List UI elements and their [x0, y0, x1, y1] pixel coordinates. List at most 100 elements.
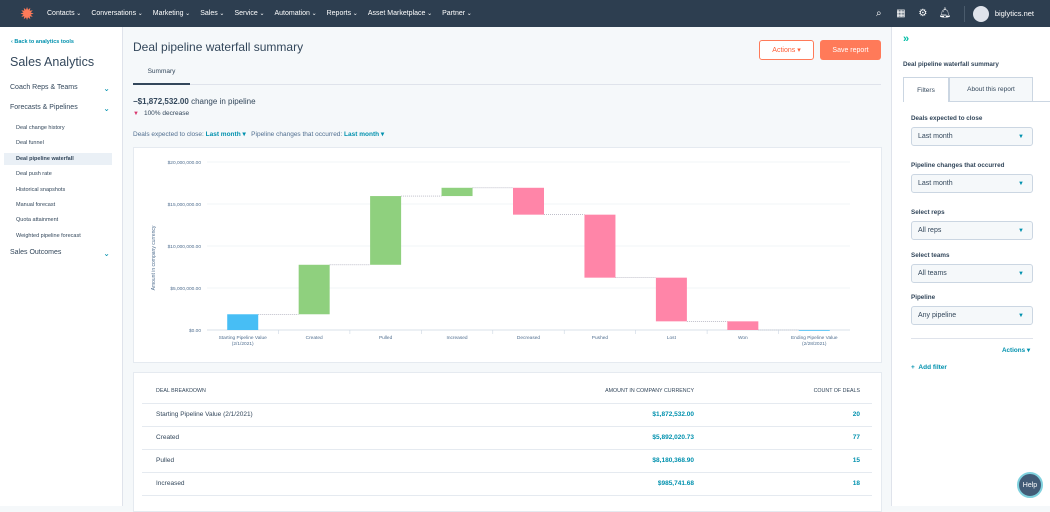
bar-starting-pipeline-value-	[227, 314, 259, 330]
bar-increased	[441, 187, 473, 197]
filter-select[interactable]: Last month ▼	[911, 127, 1033, 146]
filter-label: Pipeline	[911, 294, 936, 301]
sidebar-item[interactable]: Deal change history	[16, 125, 65, 131]
sidebar-item[interactable]: Weighted pipeline forecast	[16, 232, 81, 239]
chevron-down-icon: ⌄	[103, 104, 110, 113]
panel-actions-button[interactable]: Actions ▾	[1002, 347, 1031, 354]
row-count: 18	[852, 480, 860, 487]
sidebar-item[interactable]: Manual forecast	[16, 202, 56, 208]
y-tick-label: $10,000,000.00	[168, 244, 202, 250]
filter-label: Deals expected to close	[911, 115, 983, 122]
sidebar-section-0[interactable]: Coach Reps & Teams ⌄	[10, 84, 110, 93]
row-count: 15	[852, 457, 860, 464]
filter-value: All reps	[918, 227, 942, 234]
row-label: Pulled	[156, 457, 175, 464]
x-tick-label: Pushed	[592, 335, 609, 341]
x-tick-label: Increased	[447, 335, 468, 341]
x-tick-label: Lost	[667, 335, 677, 341]
sidebar-section-label: Coach Reps & Teams	[10, 84, 78, 91]
nav-item-contacts[interactable]: Contacts	[47, 10, 81, 17]
filter-select[interactable]: Last month ▼	[911, 174, 1033, 193]
sidebar-section-label: Sales Outcomes	[10, 249, 62, 256]
nav-item-service[interactable]: Service	[234, 10, 264, 17]
sidebar: ‹ Back to analytics tools Sales Analytic…	[0, 27, 123, 506]
row-amount: $985,741.68	[657, 480, 694, 487]
filter-select[interactable]: All reps ▼	[911, 221, 1033, 240]
account-menu[interactable]: biglytics.net	[994, 9, 1034, 18]
save-report-button[interactable]: Save report	[820, 40, 881, 60]
filter1-label: Deals expected to close:	[133, 131, 204, 138]
sidebar-section-label: Forecasts & Pipelines	[10, 104, 78, 111]
x-tick-label: (2/1/2021)	[232, 341, 254, 347]
sidebar-section-1[interactable]: Forecasts & Pipelines ⌄	[10, 104, 110, 113]
row-label: Starting Pipeline Value (2/1/2021)	[156, 411, 253, 418]
filter-select[interactable]: Any pipeline ▼	[911, 306, 1033, 325]
bell-icon[interactable]: 🔔︎	[938, 8, 952, 19]
sidebar-item[interactable]: Deal pipeline waterfall	[4, 152, 112, 165]
gear-icon[interactable]: ⚙	[918, 8, 928, 19]
nav-item-reports[interactable]: Reports	[327, 10, 358, 17]
filter-summary: Deals expected to close: Last month ▾ Pi…	[133, 130, 384, 138]
avatar[interactable]	[972, 5, 989, 22]
nav-item-sales[interactable]: Sales	[200, 10, 224, 17]
x-tick-label: Won	[738, 335, 748, 341]
filter-select[interactable]: All teams ▼	[911, 264, 1033, 283]
chevron-down-icon: ⌄	[103, 249, 110, 258]
x-tick-label: Ending Pipeline Value	[791, 335, 838, 341]
table-row[interactable]: Pulled $8,180,368.90 15	[142, 450, 872, 473]
top-nav: ✹ Contacts Conversations Marketing Sales Ser…	[0, 0, 1050, 27]
help-button[interactable]: Help	[1017, 472, 1043, 498]
back-link[interactable]: ‹ Back to analytics tools	[11, 39, 74, 45]
nav-item-partner[interactable]: Partner	[442, 10, 472, 17]
decrease-label: 100% decrease	[143, 110, 190, 117]
sidebar-item[interactable]: Deal push rate	[16, 171, 52, 178]
caret-down-icon: ▼	[1018, 181, 1024, 187]
hubspot-logo-icon[interactable]: ✹	[20, 5, 34, 23]
column-header[interactable]: DEAL BREAKDOWN	[156, 388, 206, 394]
tab-about-report[interactable]: About this report	[949, 77, 1033, 102]
bar-decreased	[513, 187, 544, 215]
filter-value: All teams	[918, 270, 947, 277]
nav-item-automation[interactable]: Automation	[274, 10, 316, 17]
marketplace-icon[interactable]: ▦	[896, 8, 906, 19]
column-header[interactable]: COUNT OF DEALS	[813, 388, 860, 394]
x-tick-label: Decreased	[517, 335, 541, 341]
filter-value: Any pipeline	[918, 312, 957, 319]
sidebar-item[interactable]: Deal funnel	[16, 140, 44, 147]
caret-down-icon: ▼	[1018, 313, 1024, 319]
panel-title: Deal pipeline waterfall summary	[903, 61, 999, 68]
column-header[interactable]: AMOUNT IN COMPANY CURRENCY	[605, 388, 694, 394]
sidebar-item[interactable]: Quota attainment	[16, 217, 59, 224]
nav-item-marketing[interactable]: Marketing	[153, 10, 190, 17]
table-row[interactable]: Starting Pipeline Value (2/1/2021) $1,872…	[142, 404, 872, 427]
tab-filters[interactable]: Filters	[903, 77, 949, 102]
table-row[interactable]: Increased $985,741.68 18	[142, 473, 872, 496]
deal-breakdown-table: DEAL BREAKDOWN AMOUNT IN COMPANY CURRENCY…	[133, 372, 882, 512]
tab-summary[interactable]: Summary	[133, 68, 190, 85]
sidebar-section-2[interactable]: Sales Outcomes ⌄	[10, 249, 110, 258]
table-row[interactable]: Created $5,892,020.73 77	[142, 427, 872, 450]
caret-down-icon: ▼	[1018, 271, 1024, 277]
right-panel: » Deal pipeline waterfall summary Filter…	[891, 27, 1050, 506]
divider	[911, 338, 1033, 339]
filter-value: Last month	[918, 180, 953, 187]
row-amount: $8,180,368.90	[652, 457, 694, 464]
y-tick-label: $20,000,000.00	[168, 160, 202, 166]
sidebar-item[interactable]: Historical snapshots	[16, 186, 66, 193]
actions-button[interactable]: Actions ▾	[759, 40, 814, 60]
filter1-dropdown[interactable]: Last month ▾	[205, 131, 246, 138]
bar-won	[727, 321, 759, 330]
x-tick-label: (2/28/2021)	[802, 341, 827, 347]
add-filter-button[interactable]: + Add filter	[911, 364, 947, 371]
search-icon[interactable]: ⌕	[876, 8, 882, 19]
waterfall-chart: $0.00 $5,000,000.00 $10,000,000.00 $15,000,…	[151, 160, 850, 347]
x-tick-label: Pulled	[379, 335, 393, 341]
tab-divider	[133, 84, 881, 85]
pipeline-change: −$1,872,532.00 change in pipeline	[133, 97, 256, 106]
y-tick-label: $0.00	[189, 328, 201, 334]
filter2-dropdown[interactable]: Last month ▾	[344, 131, 385, 138]
collapse-panel-icon[interactable]: »	[903, 33, 910, 45]
filter2-label: Pipeline changes that occurred:	[251, 131, 343, 138]
nav-item-conversations[interactable]: Conversations	[91, 10, 142, 17]
nav-item-asset-marketplace[interactable]: Asset Marketplace	[368, 10, 432, 17]
